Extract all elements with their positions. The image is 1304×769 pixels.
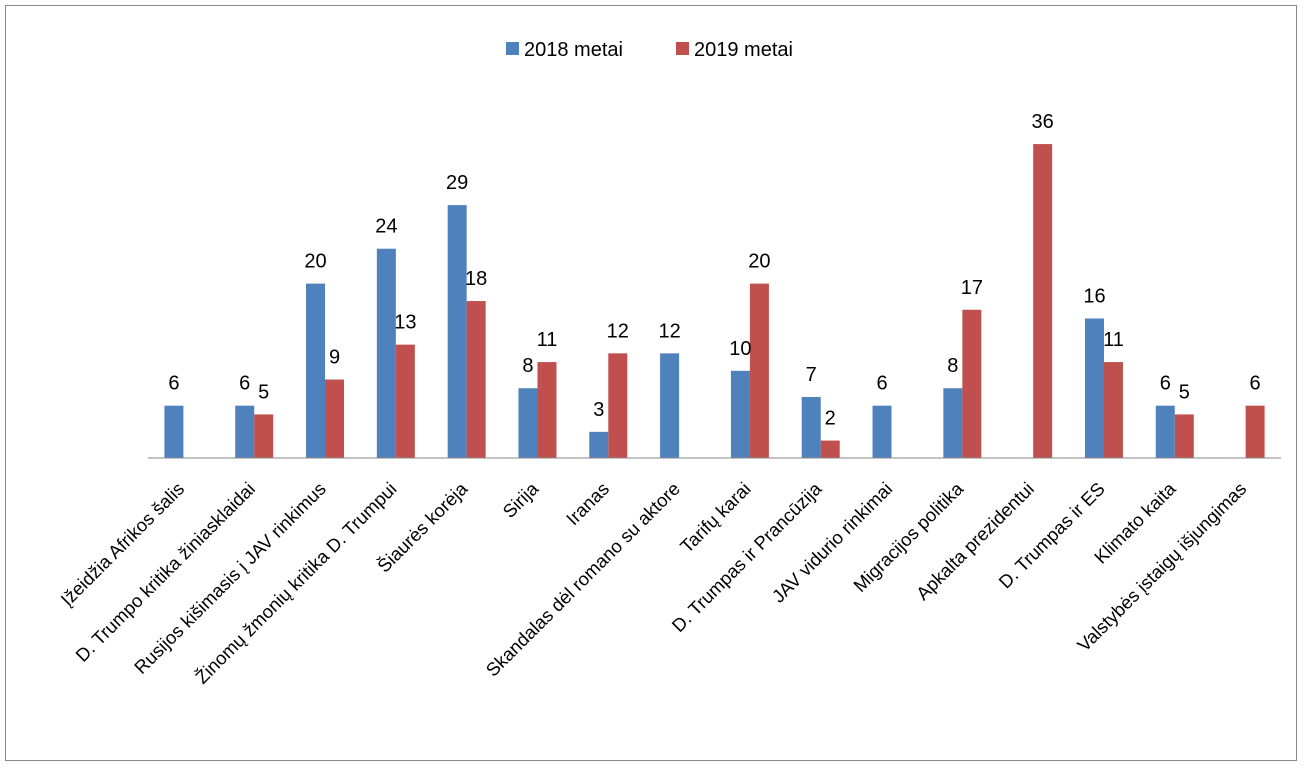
bar-2019-11 (962, 309, 982, 458)
category-label-10: JAV vidurio rinkimai (768, 478, 897, 607)
data-label-2018-2: 20 (304, 251, 326, 273)
bar-2018-9 (801, 396, 821, 458)
bars-group (164, 144, 1265, 458)
data-label-2018-1: 6 (239, 373, 250, 395)
bar-2019-13 (1103, 362, 1123, 458)
bar-2019-2 (325, 379, 345, 458)
data-label-2019-3: 13 (394, 312, 416, 334)
bar-2018-2 (306, 283, 326, 458)
legend-label-2019: 2019 metai (694, 39, 793, 61)
data-label-2018-13: 16 (1083, 285, 1105, 307)
bar-2018-5 (518, 388, 538, 458)
legend: 2018 metai 2019 metai (506, 39, 793, 61)
data-label-2019-8: 20 (748, 251, 770, 273)
chart-frame: 2018 metai 2019 metai 6 6 5 20 9 24 13 29 18 8 11 3… (5, 5, 1297, 761)
bar-2019-9 (820, 440, 840, 458)
legend-label-2018: 2018 metai (524, 39, 623, 61)
data-label-2018-11: 8 (947, 355, 958, 377)
bar-2018-0 (164, 405, 184, 458)
bar-2019-3 (395, 344, 415, 458)
data-label-2018-5: 8 (522, 355, 533, 377)
data-label-2019-13: 11 (1103, 329, 1124, 351)
bar-chart: 2018 metai 2019 metai 6 6 5209241329188113… (56, 39, 1281, 688)
bar-2019-1 (254, 414, 274, 458)
bar-2018-3 (376, 248, 396, 458)
bar-2018-11 (943, 388, 963, 458)
bar-2019-5 (537, 362, 557, 458)
bar-2019-12 (1033, 144, 1053, 458)
bar-2019-4 (466, 301, 486, 458)
bar-2019-15 (1245, 405, 1265, 458)
bar-2018-8 (730, 370, 750, 458)
bar-2018-4 (447, 205, 467, 458)
bar-2019-8 (749, 283, 769, 458)
data-label-2019-4: 18 (465, 268, 487, 290)
data-label-2019-1: 5 (258, 381, 269, 403)
data-label-2018-3: 24 (375, 216, 397, 238)
data-label-2018-9: 7 (806, 364, 817, 386)
data-label-2019-15: 6 (1250, 373, 1261, 395)
bar-2019-6 (608, 353, 628, 458)
data-label-2019-9: 2 (825, 408, 836, 430)
bar-2018-10 (872, 405, 892, 458)
data-label-2018-14: 6 (1160, 373, 1171, 395)
data-label-2018-8: 10 (729, 338, 751, 360)
data-label-2019-2: 9 (329, 347, 340, 369)
bar-2018-6 (589, 431, 609, 458)
category-label-5: Sirija (498, 477, 542, 521)
data-label-2019-14: 5 (1179, 381, 1190, 403)
data-label-2019-6: 12 (607, 320, 629, 342)
data-label-2018-10: 6 (876, 373, 887, 395)
legend-swatch-2018 (506, 42, 519, 55)
bar-2018-14 (1155, 405, 1175, 458)
data-label-2019-11: 17 (961, 277, 983, 299)
bar-2018-13 (1084, 318, 1104, 458)
category-label-12: Apkalta prezidentui (912, 478, 1038, 604)
legend-swatch-2019 (676, 42, 689, 55)
bar-2019-14 (1174, 414, 1194, 458)
category-label-6: Iranas (562, 478, 613, 529)
bar-2018-1 (235, 405, 255, 458)
data-label-2018-6: 3 (593, 399, 604, 421)
data-label-2018-0: 6 (168, 373, 179, 395)
data-label-2019-5: 11 (537, 329, 558, 351)
category-label-0: Įžeidžia Afrikos šalis (56, 478, 188, 610)
data-label-2018-4: 29 (446, 172, 468, 194)
bar-2018-7 (660, 353, 680, 458)
data-label-2018-7: 12 (658, 320, 680, 342)
data-label-2019-12: 36 (1032, 111, 1054, 133)
